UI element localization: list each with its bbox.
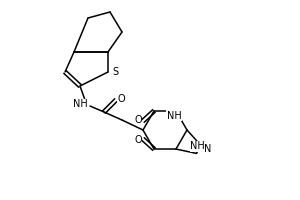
Text: N: N <box>204 144 212 154</box>
Text: O: O <box>134 135 142 145</box>
Text: NH: NH <box>190 141 205 151</box>
Text: O: O <box>117 94 125 104</box>
Text: S: S <box>112 67 118 77</box>
Text: O: O <box>134 115 142 125</box>
Text: NH: NH <box>167 111 182 121</box>
Text: NH: NH <box>73 99 87 109</box>
